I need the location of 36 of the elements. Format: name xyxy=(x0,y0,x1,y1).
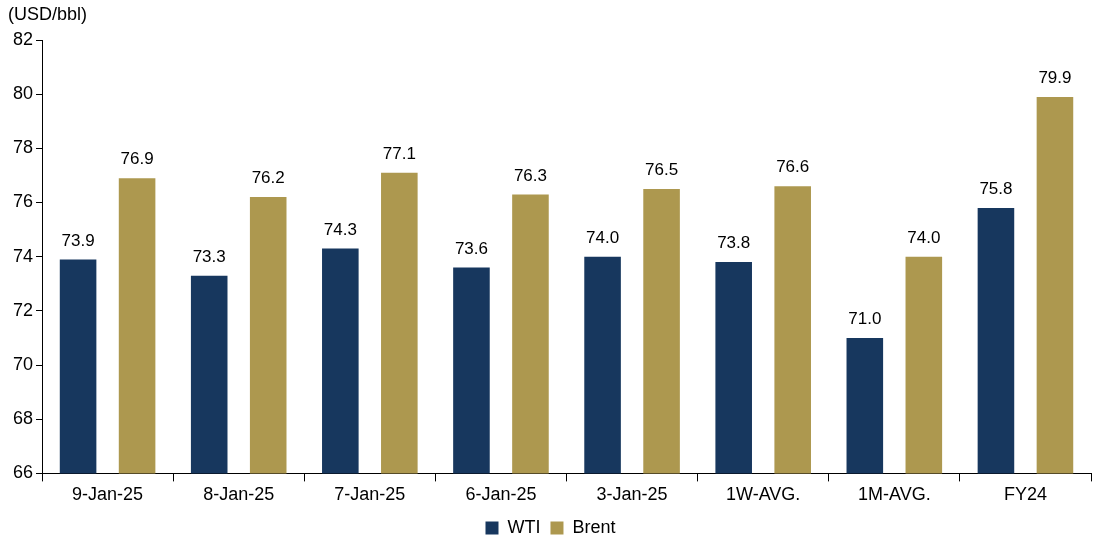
y-tick-label: 72 xyxy=(12,299,34,320)
y-tick-label: 80 xyxy=(12,83,34,104)
data-label: 76.3 xyxy=(513,165,547,185)
data-label: 76.9 xyxy=(120,149,154,169)
x-tick-label: 6-Jan-25 xyxy=(465,484,537,505)
data-label: 74.3 xyxy=(323,219,357,239)
data-label: 73.8 xyxy=(717,233,751,253)
x-tick-label: 3-Jan-25 xyxy=(596,484,668,505)
data-label: 71.0 xyxy=(848,309,882,329)
data-label: 77.1 xyxy=(382,143,416,163)
x-tick-label: 8-Jan-25 xyxy=(203,484,275,505)
data-label: 75.8 xyxy=(979,179,1013,199)
y-tick-label: 82 xyxy=(12,28,34,49)
y-tick-label: 74 xyxy=(12,245,34,266)
y-tick-label: 76 xyxy=(12,191,34,212)
data-label: 73.3 xyxy=(192,246,226,266)
legend-label: WTI xyxy=(507,516,541,537)
x-tick-label: FY24 xyxy=(1003,484,1047,505)
data-label: 73.9 xyxy=(61,230,95,250)
data-label: 73.6 xyxy=(454,238,488,258)
data-label: 74.0 xyxy=(586,227,620,247)
x-tick-label: 7-Jan-25 xyxy=(334,484,406,505)
data-label: 74.0 xyxy=(907,227,941,247)
legend-label: Brent xyxy=(572,516,616,537)
data-label: 76.2 xyxy=(251,168,285,188)
data-label: 76.5 xyxy=(645,160,679,180)
y-tick-label: 68 xyxy=(12,408,34,429)
y-tick-label: 70 xyxy=(12,354,34,375)
y-tick-label: 66 xyxy=(12,462,34,483)
y-axis-title: (USD/bbl) xyxy=(8,3,88,24)
x-tick-label: 1W-AVG. xyxy=(726,484,801,505)
data-label: 76.6 xyxy=(776,157,810,177)
x-tick-label: 1M-AVG. xyxy=(857,484,931,505)
data-label: 79.9 xyxy=(1038,68,1072,88)
y-tick-label: 78 xyxy=(12,137,34,158)
x-tick-label: 9-Jan-25 xyxy=(72,484,144,505)
